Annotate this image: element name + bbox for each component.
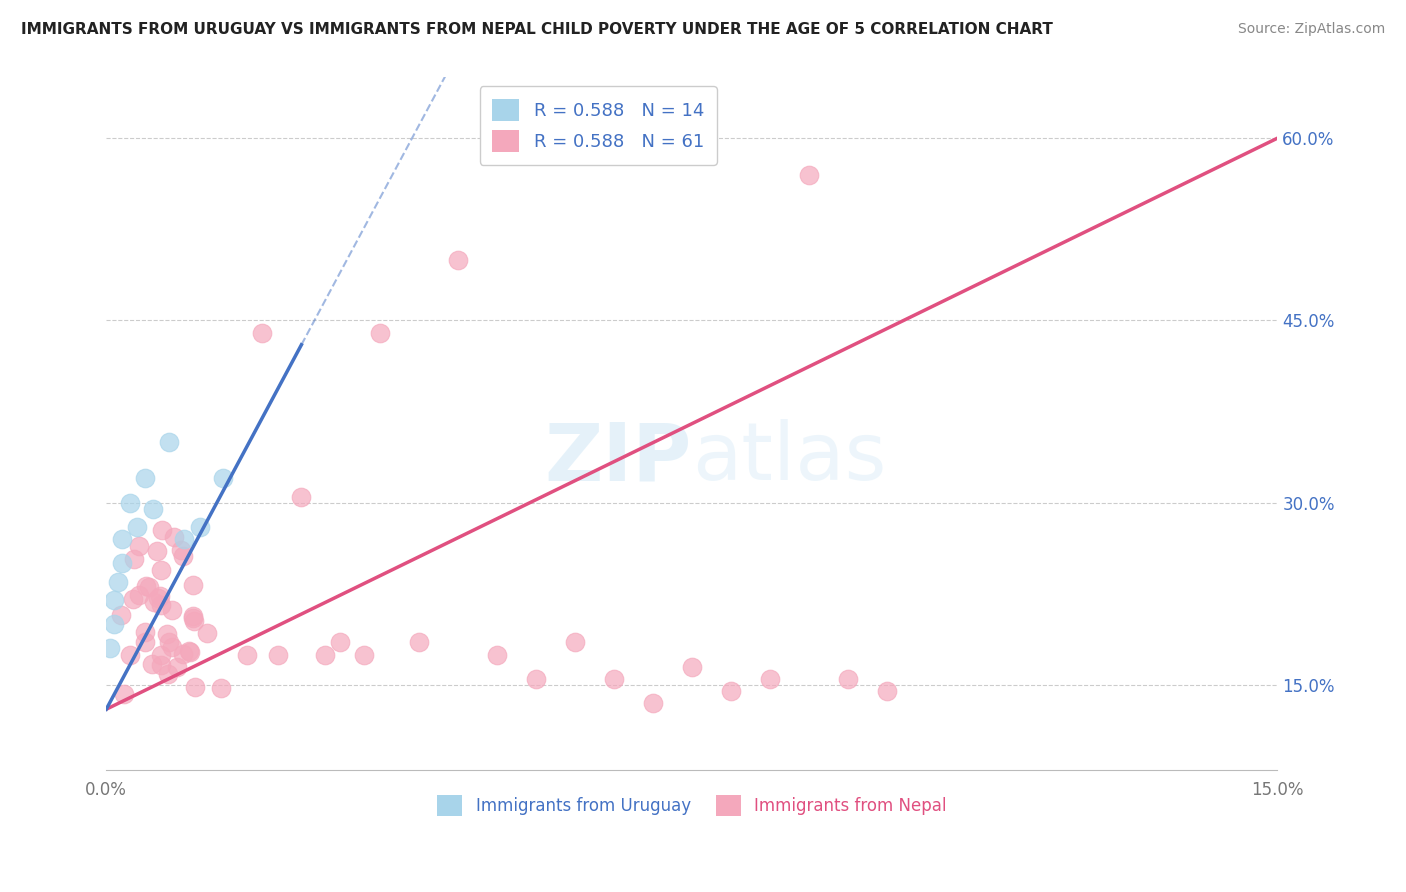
Text: IMMIGRANTS FROM URUGUAY VS IMMIGRANTS FROM NEPAL CHILD POVERTY UNDER THE AGE OF : IMMIGRANTS FROM URUGUAY VS IMMIGRANTS FR…: [21, 22, 1053, 37]
Point: [290, 490, 312, 504]
Point: [135, 579, 157, 593]
Point: [172, 647, 194, 661]
Text: atlas: atlas: [692, 419, 886, 498]
Text: ZIP: ZIP: [544, 419, 692, 498]
Text: Source: ZipAtlas.com: Source: ZipAtlas.com: [1237, 22, 1385, 37]
Point: [485, 648, 508, 662]
Point: [876, 684, 898, 698]
Point: [98, 641, 121, 656]
Point: [837, 672, 859, 686]
Point: [118, 648, 141, 662]
Point: [134, 624, 156, 639]
Point: [149, 648, 172, 662]
Point: [252, 326, 274, 340]
Point: [166, 659, 188, 673]
Point: [236, 648, 259, 662]
Point: [267, 648, 290, 662]
Point: [172, 549, 194, 563]
Point: [183, 614, 205, 628]
Point: [181, 611, 204, 625]
Point: [564, 635, 586, 649]
Legend: Immigrants from Uruguay, Immigrants from Nepal: Immigrants from Uruguay, Immigrants from…: [429, 787, 955, 824]
Point: [150, 523, 173, 537]
Point: [179, 645, 201, 659]
Point: [149, 589, 172, 603]
Point: [603, 672, 626, 686]
Point: [181, 609, 204, 624]
Point: [107, 574, 129, 589]
Point: [329, 635, 352, 649]
Point: [127, 520, 149, 534]
Point: [212, 471, 235, 485]
Point: [149, 598, 172, 612]
Point: [209, 681, 232, 695]
Point: [103, 617, 125, 632]
Point: [160, 640, 183, 654]
Point: [141, 657, 163, 671]
Point: [353, 648, 375, 662]
Point: [150, 563, 173, 577]
Point: [111, 532, 134, 546]
Point: [118, 496, 141, 510]
Point: [128, 588, 150, 602]
Point: [408, 635, 430, 649]
Point: [177, 644, 200, 658]
Point: [146, 544, 169, 558]
Point: [142, 595, 165, 609]
Point: [797, 168, 820, 182]
Point: [122, 592, 145, 607]
Point: [128, 540, 150, 554]
Point: [134, 471, 156, 485]
Point: [368, 326, 391, 340]
Point: [759, 672, 782, 686]
Point: [681, 659, 703, 673]
Point: [170, 542, 193, 557]
Point: [110, 607, 132, 622]
Point: [173, 532, 195, 546]
Point: [188, 520, 211, 534]
Point: [150, 657, 173, 672]
Point: [111, 557, 134, 571]
Point: [157, 434, 180, 449]
Point: [524, 672, 547, 686]
Point: [134, 635, 156, 649]
Point: [138, 580, 160, 594]
Point: [142, 501, 165, 516]
Point: [183, 680, 205, 694]
Point: [641, 696, 664, 710]
Point: [720, 684, 742, 698]
Point: [156, 666, 179, 681]
Point: [195, 626, 218, 640]
Point: [163, 530, 186, 544]
Point: [122, 551, 145, 566]
Point: [146, 591, 169, 605]
Point: [103, 593, 125, 607]
Point: [156, 626, 179, 640]
Point: [160, 603, 183, 617]
Point: [181, 578, 204, 592]
Point: [112, 687, 135, 701]
Point: [314, 648, 336, 662]
Point: [157, 635, 180, 649]
Point: [446, 252, 468, 267]
